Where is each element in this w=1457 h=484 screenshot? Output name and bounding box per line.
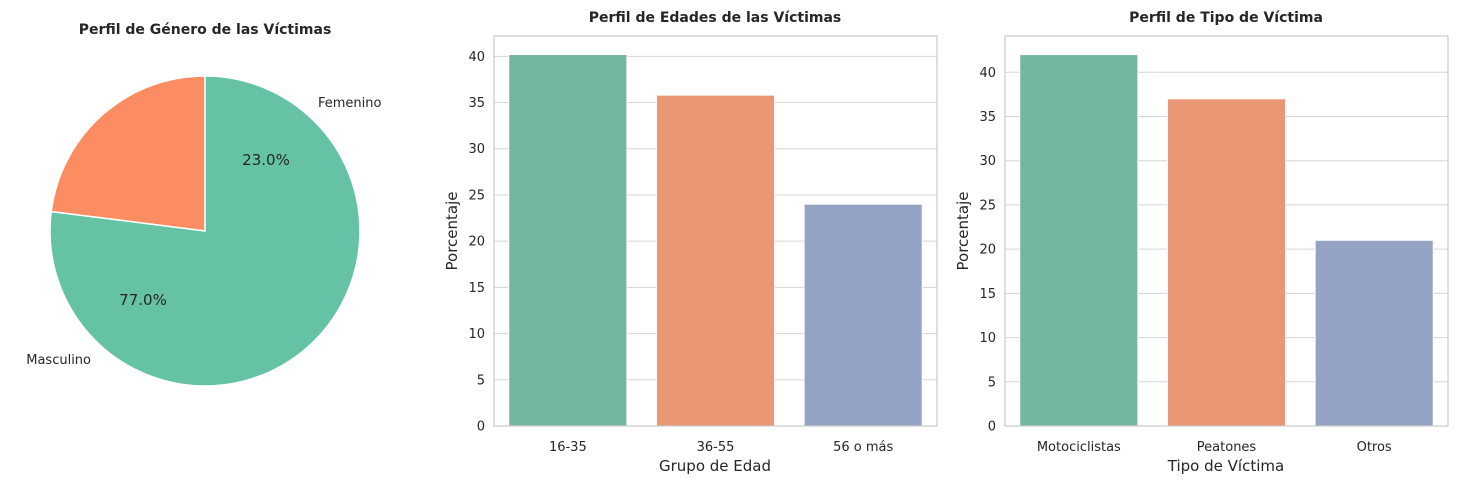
bar1-ytick-label: 5 [477,373,485,388]
bar1-bar [508,53,628,427]
pie-label-femenino: Femenino [318,96,382,111]
type-chart-title: Perfil de Tipo de Víctima [1129,10,1323,26]
bar1-xtick-label: 16-35 [549,440,587,455]
bar1-xtick-label: 56 o más [833,440,893,455]
bar2-ytick-label: 20 [979,243,996,258]
age-bar-chart: Perfil de Edades de las Víctimas 0 5 10 15 2… [443,10,938,475]
bar2-xtick-label: Peatones [1197,440,1257,455]
pie-label-masculino: Masculino [26,353,91,368]
bar2-bar [1019,54,1139,427]
bar1-ytick-label: 0 [477,420,485,435]
bar2-ytick-label: 15 [979,287,996,302]
bar1-bar [803,203,923,427]
gender-pie-chart: Perfil de Género de las Víctimas Femenin… [26,22,382,387]
age-chart-ylabel: Porcentaje [443,192,461,271]
bar2-bar [1314,239,1434,427]
bar2-ytick-label: 40 [979,66,996,81]
bar2-xtick-label: Motociclistas [1037,440,1121,455]
bar2-ytick-label: 0 [988,420,996,435]
victim-type-bar-chart: Perfil de Tipo de Víctima 0 5 10 15 20 25 30 35… [954,10,1449,475]
bar1-ytick-label: 25 [468,188,485,203]
bar2-ytick-label: 35 [979,110,996,125]
bar2-ytick-label: 25 [979,198,996,213]
pie-pct-femenino: 23.0% [242,151,290,169]
bar2-ytick-label: 30 [979,154,996,169]
type-chart-xlabel: Tipo de Víctima [1167,457,1284,475]
bar1-ytick-label: 10 [468,327,485,342]
bar1-ytick-label: 30 [468,142,485,157]
bar1-ytick-label: 15 [468,281,485,296]
bar2-bar [1166,98,1287,427]
age-chart-xlabel: Grupo de Edad [659,457,771,475]
bar1-ytick-label: 40 [468,50,485,65]
pie-pct-masculino: 77.0% [119,291,167,309]
bar1-xtick-label: 36-55 [697,440,735,455]
bar2-ytick-label: 5 [988,375,996,390]
age-chart-title: Perfil de Edades de las Víctimas [589,10,842,26]
type-chart-ylabel: Porcentaje [954,192,972,271]
type-chart-frame [1004,35,1449,427]
pie-slice-femenino [50,75,206,232]
pie-title: Perfil de Género de las Víctimas [79,22,332,38]
bar1-ytick-label: 20 [468,235,485,250]
bar2-ytick-label: 10 [979,331,996,346]
pie-slice-masculino [49,75,361,387]
age-chart-frame [493,35,938,427]
bar1-ytick-label: 35 [468,96,485,111]
bar2-xtick-label: Otros [1357,440,1392,455]
bar1-bar [655,94,776,427]
